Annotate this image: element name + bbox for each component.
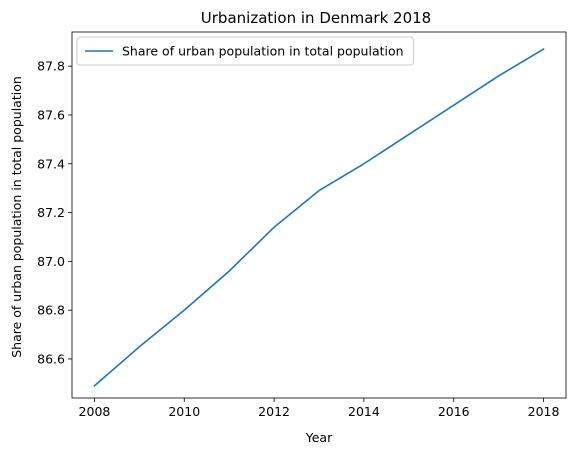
legend-box	[76, 36, 415, 66]
x-tick-label: 2012	[258, 404, 290, 419]
x-axis-label: Year	[305, 430, 333, 445]
y-tick-label: 87.6	[37, 107, 65, 122]
x-axis-ticks: 2008 2010 2012 2014 2016 2018	[79, 398, 560, 419]
x-tick-label: 2016	[438, 404, 470, 419]
plot-frame	[71, 31, 567, 399]
chart-title: Urbanization in Denmark 2018	[201, 9, 431, 27]
y-tick-label: 86.6	[37, 351, 65, 366]
legend: Share of urban population in total popul…	[76, 36, 415, 66]
y-tick-label: 87.4	[37, 156, 65, 171]
legend-label: Share of urban population in total popul…	[122, 44, 404, 59]
series-lines	[93, 47, 545, 387]
x-tick-label: 2014	[348, 404, 380, 419]
series-line	[93, 47, 545, 387]
y-tick-label: 86.8	[37, 303, 65, 318]
y-tick-label: 87.2	[37, 205, 65, 220]
y-tick-label: 87.8	[37, 59, 65, 74]
y-tick-label: 87.0	[37, 254, 65, 269]
x-tick-label: 2008	[79, 404, 111, 419]
y-axis-ticks: 86.6 86.8 87.0 87.2 87.4 87.6 87.8	[37, 59, 72, 366]
x-tick-label: 2010	[168, 404, 200, 419]
y-axis-label: Share of urban population in total popul…	[9, 76, 24, 358]
x-tick-label: 2018	[528, 404, 560, 419]
